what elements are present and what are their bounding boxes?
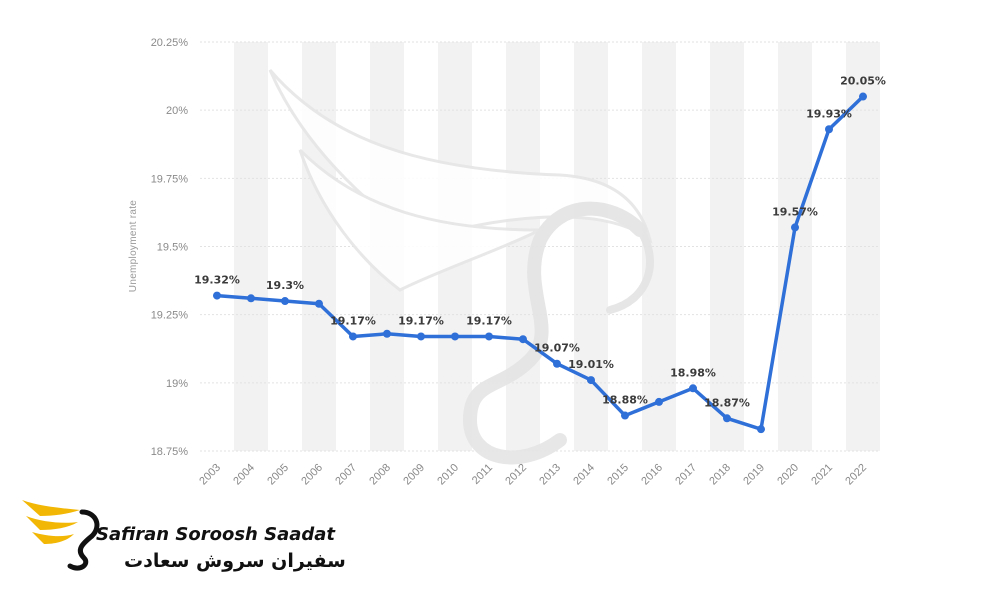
x-axis: 2003 2004 2005 2006 2007 2008 2009 2010 2011 2012… bbox=[197, 462, 869, 488]
data-point bbox=[655, 397, 663, 406]
data-point bbox=[315, 299, 323, 308]
data-point bbox=[519, 335, 527, 344]
data-label: 18.88% bbox=[602, 394, 648, 407]
x-tick-label: 2020 bbox=[775, 462, 801, 488]
y-tick-label: 20% bbox=[166, 105, 188, 117]
data-point bbox=[859, 92, 867, 101]
series-line bbox=[215, 94, 865, 431]
data-label: 18.98% bbox=[670, 366, 716, 379]
x-tick-label: 2018 bbox=[707, 462, 733, 488]
data-point bbox=[281, 297, 289, 306]
data-point bbox=[247, 294, 255, 303]
data-label: 19.17% bbox=[466, 314, 512, 327]
data-point bbox=[417, 332, 425, 341]
data-points bbox=[213, 92, 867, 434]
x-tick-label: 2016 bbox=[639, 462, 665, 488]
data-label: 20.05% bbox=[840, 75, 886, 88]
brand-name-arabic: سفیران سروش سعادت bbox=[124, 550, 346, 572]
x-tick-label: 2008 bbox=[367, 462, 393, 488]
column-band bbox=[234, 42, 268, 451]
column-band bbox=[846, 42, 880, 451]
data-label: 19.93% bbox=[806, 107, 852, 120]
alternating-column-bands bbox=[234, 42, 880, 451]
x-tick-label: 2021 bbox=[809, 462, 835, 488]
x-tick-label: 2004 bbox=[231, 462, 257, 488]
x-tick-label: 2007 bbox=[333, 462, 359, 488]
column-band bbox=[574, 42, 608, 451]
data-label: 19.3% bbox=[266, 279, 304, 292]
data-label: 19.17% bbox=[398, 314, 444, 327]
data-point bbox=[553, 359, 561, 368]
data-point bbox=[587, 376, 595, 385]
data-point bbox=[791, 223, 799, 232]
data-point bbox=[825, 125, 833, 134]
y-axis-title: Unemployment rate bbox=[128, 200, 139, 292]
y-tick-label: 18.75% bbox=[151, 446, 189, 458]
x-tick-label: 2017 bbox=[673, 462, 699, 488]
x-tick-label: 2011 bbox=[470, 462, 495, 487]
brand-logo: Safiran Soroosh Saadat سفیران سروش سعادت bbox=[18, 492, 346, 582]
data-point bbox=[689, 384, 697, 393]
data-label: 19.57% bbox=[772, 205, 818, 218]
x-tick-label: 2009 bbox=[401, 462, 427, 488]
data-point bbox=[621, 411, 629, 420]
watermark-logo bbox=[268, 69, 654, 465]
x-tick-label: 2003 bbox=[197, 462, 223, 488]
x-tick-label: 2012 bbox=[503, 462, 529, 488]
x-tick-label: 2006 bbox=[299, 462, 325, 488]
wing-icon bbox=[22, 500, 100, 571]
x-tick-label: 2013 bbox=[537, 462, 563, 488]
column-band bbox=[778, 42, 812, 451]
data-point bbox=[723, 414, 731, 423]
data-label: 19.07% bbox=[534, 342, 580, 355]
x-tick-label: 2005 bbox=[265, 462, 291, 488]
x-tick-label: 2015 bbox=[605, 462, 631, 488]
brand-name-latin: Safiran Soroosh Saadat bbox=[96, 524, 336, 545]
data-point bbox=[757, 425, 765, 434]
data-label: 19.17% bbox=[330, 314, 376, 327]
y-tick-label: 19.25% bbox=[151, 310, 189, 322]
column-band bbox=[710, 42, 744, 451]
data-point bbox=[383, 329, 391, 338]
x-tick-label: 2010 bbox=[435, 462, 461, 488]
y-tick-label: 19.5% bbox=[157, 242, 188, 254]
data-label: 19.32% bbox=[194, 274, 240, 287]
data-point bbox=[213, 291, 221, 300]
y-tick-label: 19.75% bbox=[151, 173, 189, 185]
y-tick-label: 19% bbox=[166, 378, 188, 390]
x-tick-label: 2022 bbox=[843, 462, 869, 488]
data-point bbox=[349, 332, 357, 341]
data-point bbox=[485, 332, 493, 341]
y-tick-label: 20.25% bbox=[151, 37, 189, 49]
data-label: 19.01% bbox=[568, 358, 614, 371]
data-labels: 19.32% 19.3% 19.17% 19.17% 19.17% 19.07% 19.01… bbox=[194, 75, 886, 410]
data-label: 18.87% bbox=[704, 396, 750, 409]
data-point bbox=[451, 332, 459, 341]
x-tick-label: 2019 bbox=[741, 462, 767, 488]
y-axis: 20.25% 20% 19.75% 19.5% 19.25% 19% 18.75% bbox=[151, 37, 189, 458]
x-tick-label: 2014 bbox=[571, 462, 597, 488]
